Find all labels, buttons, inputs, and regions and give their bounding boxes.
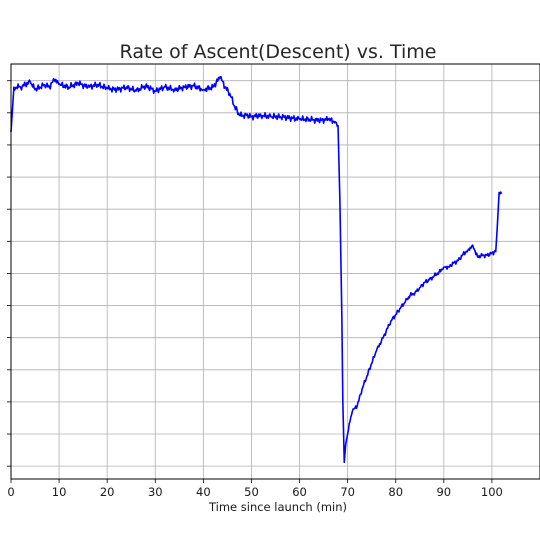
series-layer	[10, 76, 503, 464]
x-tick-label: 100	[481, 485, 503, 499]
plot-frame	[10, 63, 540, 480]
x-tick-label: 10	[52, 485, 67, 499]
x-tick-label: 60	[292, 485, 307, 499]
axis-ticks: 0 10 20 30 40 50 60 70 80 90 100	[7, 80, 503, 499]
x-tick-label: 20	[100, 485, 115, 499]
x-tick-label: 0	[7, 485, 14, 499]
x-tick-label: 50	[244, 485, 259, 499]
grid	[10, 64, 540, 479]
series-line	[10, 76, 503, 464]
x-tick-label: 40	[196, 485, 211, 499]
x-axis-label: Time since launch (min)	[208, 500, 347, 514]
x-tick-label: 80	[388, 485, 403, 499]
x-tick-label: 90	[436, 485, 451, 499]
x-tick-label: 70	[340, 485, 355, 499]
x-tick-label: 30	[148, 485, 163, 499]
chart-title: Rate of Ascent(Descent) vs. Time	[120, 41, 437, 63]
